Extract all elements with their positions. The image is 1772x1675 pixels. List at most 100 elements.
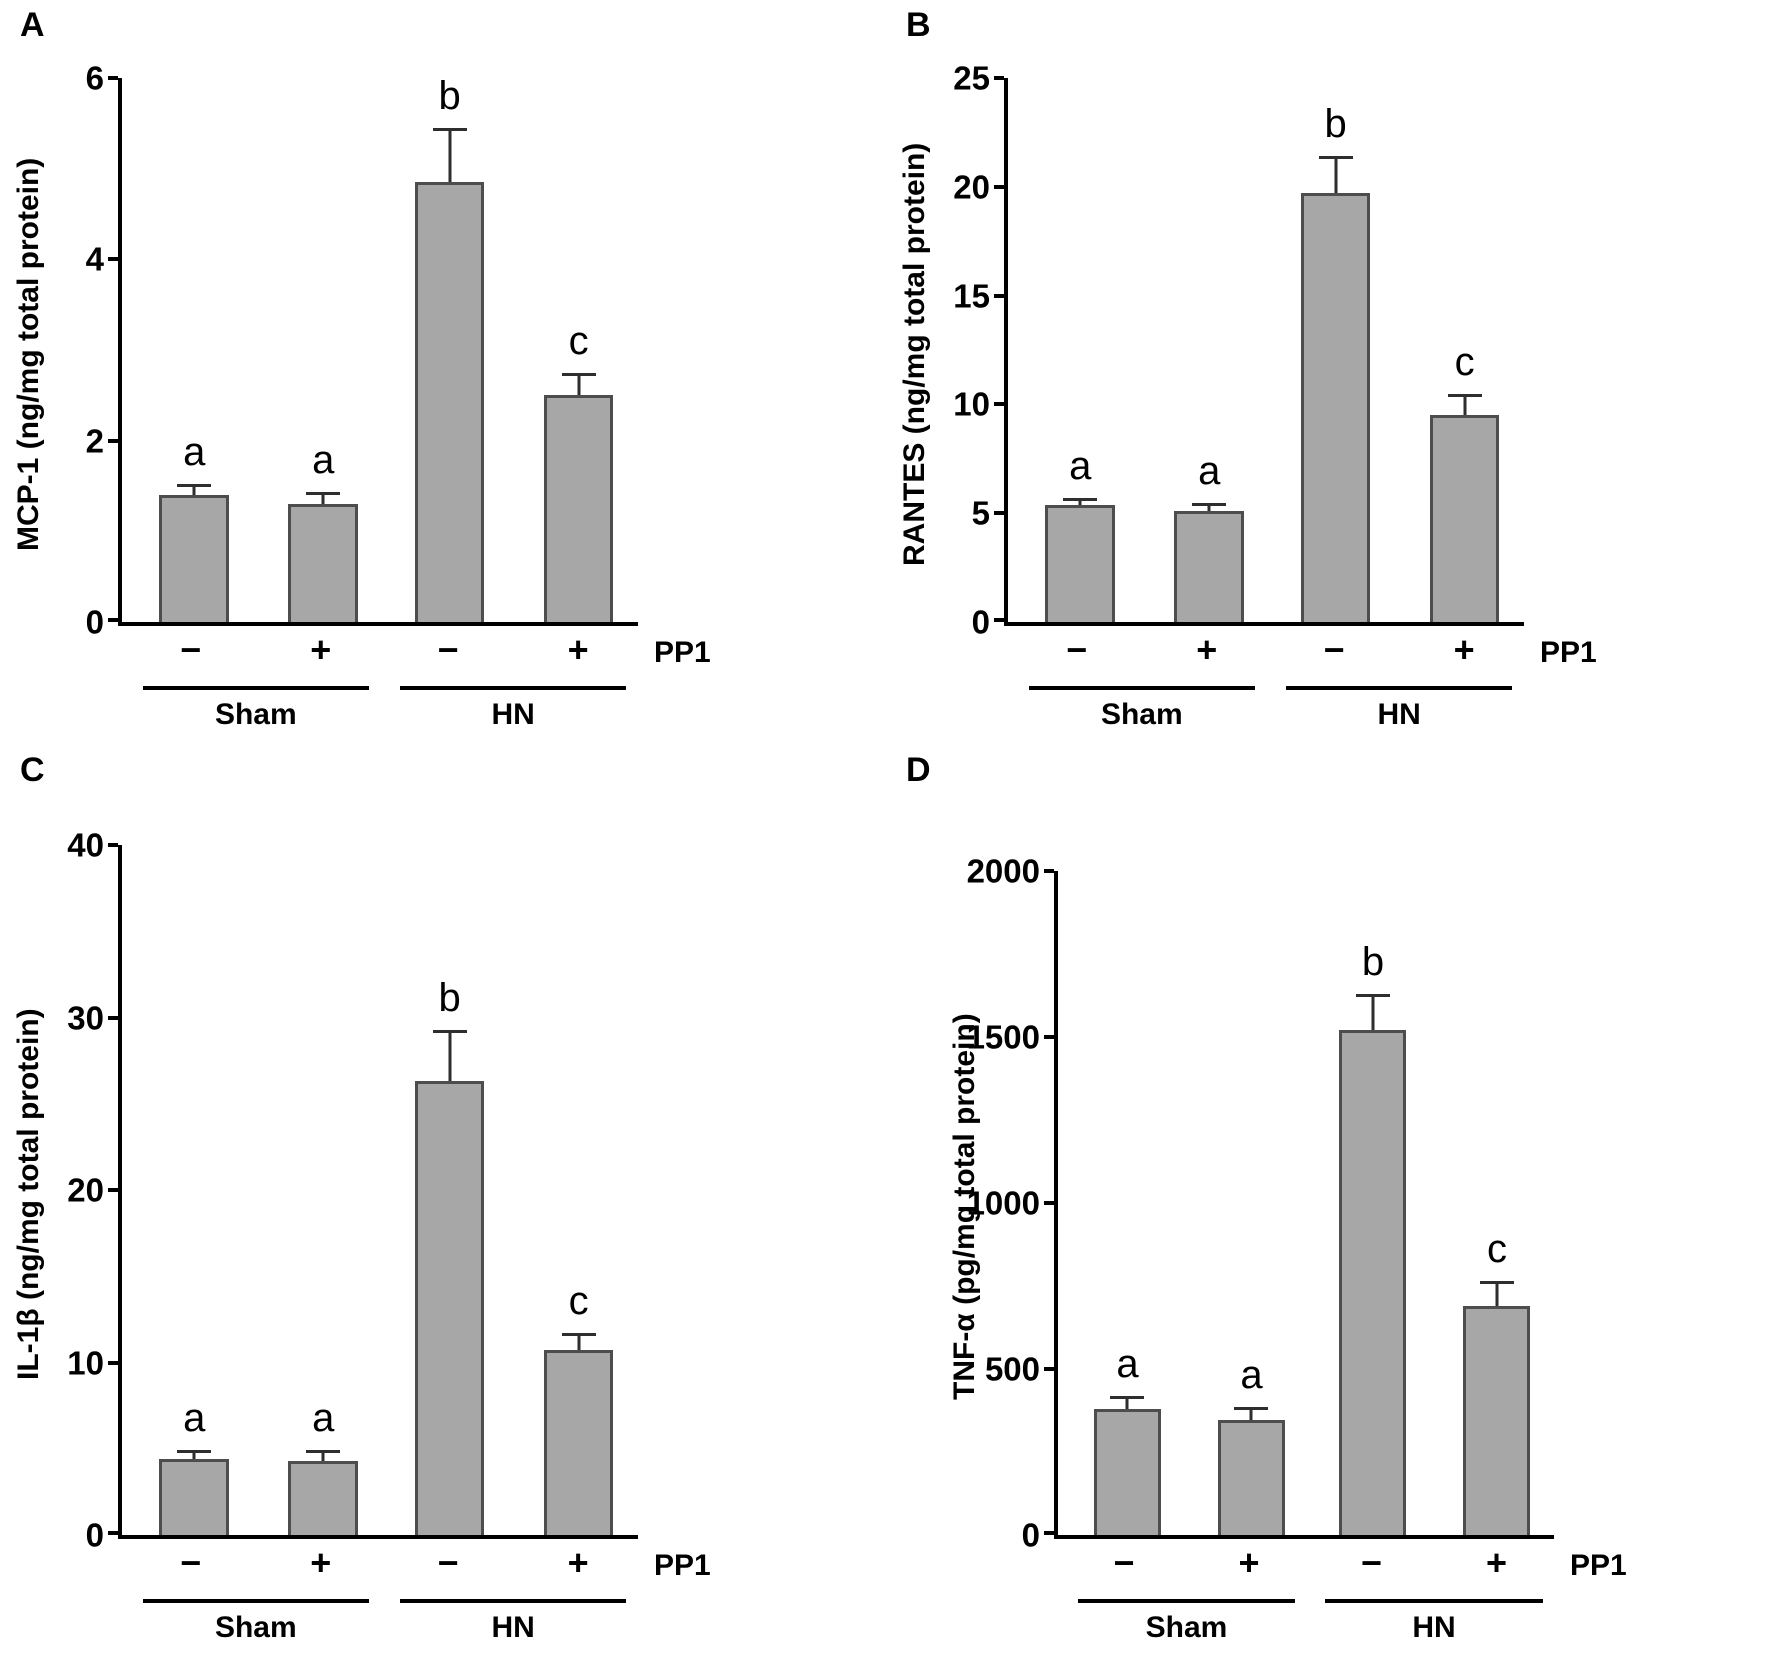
error-bar-cap <box>306 492 341 496</box>
bar-hn-minus-pp1 <box>414 1081 485 1535</box>
error-bar <box>321 1450 325 1461</box>
plot-area: 0 10 20 30 40 a a b c <box>67 829 638 1552</box>
y-axis-tick-label: 5 <box>971 494 990 532</box>
error-bar-cap <box>306 1450 341 1454</box>
error-bar-cap <box>561 372 596 376</box>
y-axis-tick-label: 30 <box>67 999 104 1036</box>
bar-sham-minus-pp1 <box>159 1459 230 1535</box>
panel-label: C <box>20 751 45 789</box>
y-axis-tick-label: 0 <box>85 1516 104 1554</box>
significance-letter: a <box>312 1396 335 1441</box>
bar-hn-minus-pp1 <box>1339 1030 1407 1535</box>
error-bar-cap <box>1355 993 1390 997</box>
y-axis-tick-label: 0 <box>85 603 104 641</box>
x-tick-label: + <box>1238 1542 1260 1583</box>
significance-letter: b <box>1324 102 1347 147</box>
y-axis-tick <box>108 438 118 443</box>
plot-area: 0 2 4 6 a a b c <box>86 62 638 639</box>
error-bar <box>577 1333 581 1351</box>
panel-B: B RANTES (ng/mg total protein) 0 5 10 15 20 2… <box>886 0 1772 745</box>
x-tick-label: − <box>1360 1542 1383 1583</box>
bar-sham-minus-pp1 <box>1093 1408 1161 1535</box>
error-bar-cap <box>432 1029 467 1033</box>
group-underline <box>1325 1599 1543 1603</box>
significance-letter: b <box>438 975 461 1020</box>
significance-letter: a <box>1069 443 1092 488</box>
error-bar <box>448 1029 452 1082</box>
significance-letter: c <box>1454 339 1475 384</box>
panel-label: A <box>20 6 45 44</box>
group-label: HN <box>1377 698 1421 731</box>
bar-hn-plus-pp1 <box>1429 415 1500 622</box>
error-bar-cap <box>1192 503 1227 507</box>
panel-A: A MCP-1 (ng/mg total protein) 0 2 4 6 a a b c P… <box>0 0 886 745</box>
x-tick-label: + <box>567 1542 589 1583</box>
x-tick-label: + <box>1196 629 1218 670</box>
x-tick-label: − <box>180 629 202 670</box>
y-axis-tick-label: 20 <box>67 1171 104 1209</box>
significance-letter: a <box>183 430 206 475</box>
bar-hn-plus-pp1 <box>1463 1305 1531 1535</box>
y-axis-tick <box>108 1531 118 1535</box>
x-tick-label: + <box>1485 1542 1508 1583</box>
significance-letter: b <box>1361 939 1385 984</box>
error-bar <box>1334 156 1338 194</box>
error-bar <box>321 492 325 505</box>
panel-C: C IL-1β (ng/mg total protein) 0 10 20 30 40 a… <box>0 745 886 1660</box>
y-axis-tick-label: 0 <box>971 603 990 641</box>
treatment-axis-label: PP1 <box>654 1549 711 1582</box>
bar-hn-minus-pp1 <box>1300 193 1371 622</box>
x-tick-label: − <box>180 1542 202 1583</box>
y-axis-tick <box>108 1360 118 1365</box>
y-axis-title: IL-1β (ng/mg total protein) <box>12 1008 45 1380</box>
y-axis-tick <box>1044 1201 1054 1205</box>
significance-letter: b <box>438 73 461 118</box>
plot-area: 0 500 1000 1500 2000 a a b c <box>967 855 1554 1552</box>
error-bar <box>1249 1407 1253 1421</box>
group-axis: Sham HN <box>1004 684 1524 762</box>
significance-letter: a <box>1116 1341 1139 1386</box>
plot-area: 0 5 10 15 20 25 a a b c <box>953 62 1524 639</box>
error-bar <box>448 127 452 183</box>
y-axis-tick <box>108 76 118 80</box>
group-underline <box>1028 686 1255 690</box>
y-axis-tick <box>108 257 118 262</box>
error-bar <box>1125 1395 1129 1409</box>
y-axis-tick-label: 4 <box>85 240 104 278</box>
panel-label: D <box>906 751 931 789</box>
error-bar-cap <box>1318 156 1353 160</box>
group-label: HN <box>491 698 535 731</box>
bar-sham-plus-pp1 <box>1174 511 1245 622</box>
x-tick-label: − <box>1066 629 1088 670</box>
group-underline <box>400 686 627 690</box>
group-underline <box>1077 1599 1296 1603</box>
x-tick-label: + <box>310 1542 332 1583</box>
y-axis-tick-label: 0 <box>1021 1516 1040 1554</box>
y-axis-tick-label: 1500 <box>966 1018 1040 1056</box>
group-underline <box>400 1599 627 1603</box>
x-tick-label: − <box>437 1542 459 1583</box>
error-bar <box>192 484 196 496</box>
x-tick-label: + <box>310 629 332 670</box>
chart: 0 10 20 30 40 a a b c PP1 − + − + Sham HN <box>67 829 710 1675</box>
y-axis-title: MCP-1 (ng/mg total protein) <box>12 157 45 551</box>
error-bar-cap <box>1479 1281 1514 1285</box>
error-bar-cap <box>1234 1407 1269 1411</box>
chart: 0 2 4 6 a a b c PP1 − + − + Sham HN <box>86 62 711 762</box>
y-axis-tick-label: 25 <box>953 59 990 97</box>
y-axis-tick <box>994 293 1004 298</box>
y-axis-tick-label: 1000 <box>966 1184 1040 1222</box>
y-axis-tick-label: 15 <box>953 277 990 315</box>
y-axis-tick <box>1044 1035 1054 1039</box>
y-axis-tick <box>994 511 1004 516</box>
x-tick-label: − <box>1113 1542 1135 1583</box>
bar-hn-minus-pp1 <box>414 182 485 622</box>
y-axis-tick <box>108 843 118 847</box>
error-bar <box>192 1450 196 1460</box>
bar-hn-plus-pp1 <box>543 1350 614 1535</box>
y-axis-tick-label: 10 <box>953 385 990 423</box>
y-axis-tick <box>994 402 1004 407</box>
x-axis-ticks: PP1 − + − + <box>1004 626 1596 684</box>
significance-letter: a <box>183 1396 206 1441</box>
significance-letter: a <box>1198 449 1221 494</box>
